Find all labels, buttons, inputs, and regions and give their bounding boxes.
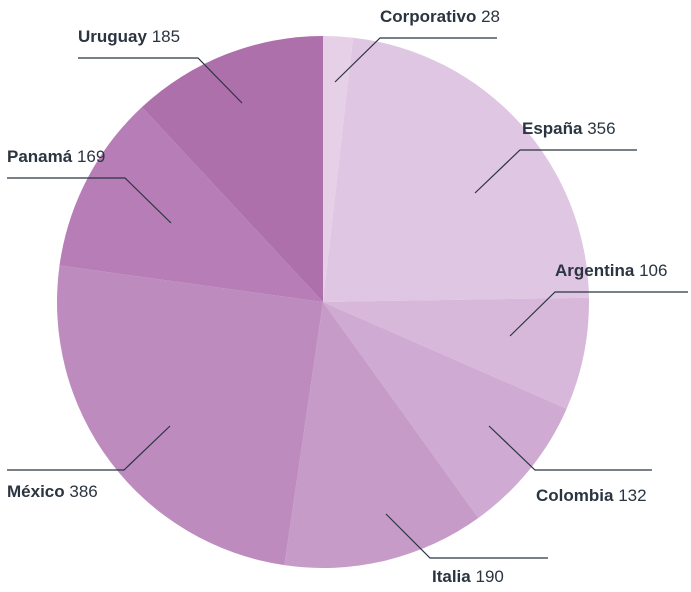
label-name: Italia <box>432 567 471 586</box>
pie-slice <box>284 302 479 569</box>
label-value: 28 <box>481 7 500 26</box>
label-name: Colombia <box>536 486 614 505</box>
leader-line <box>385 513 548 559</box>
leader-line <box>488 425 652 471</box>
pie-slice <box>141 35 323 302</box>
label-value: 356 <box>587 119 615 138</box>
label-value: 169 <box>77 147 105 166</box>
pie-slice <box>323 297 590 409</box>
slice-label: México 386 <box>7 482 98 501</box>
slice-label: España 356 <box>522 119 616 138</box>
pie-slice <box>323 36 354 302</box>
label-name: Corporativo <box>380 7 476 26</box>
leader-line <box>7 425 171 471</box>
label-value: 190 <box>475 567 503 586</box>
pie-slice <box>323 37 589 302</box>
slice-label: Italia 190 <box>432 567 504 586</box>
slice-label: Colombia 132 <box>536 486 647 505</box>
pie-slice <box>323 302 567 518</box>
slice-label: Uruguay 185 <box>78 27 180 46</box>
label-value: 386 <box>69 482 97 501</box>
leader-line <box>78 57 243 104</box>
slice-label: Argentina 106 <box>555 261 667 280</box>
label-name: Argentina <box>555 261 635 280</box>
leader-line <box>334 37 497 83</box>
leader-line <box>7 177 172 224</box>
pie-slice <box>56 265 324 566</box>
slice-label: Corporativo 28 <box>380 7 500 26</box>
leader-line <box>509 291 688 337</box>
leader-line <box>474 149 637 194</box>
label-name: España <box>522 119 583 138</box>
slice-label: Panamá 169 <box>7 147 105 166</box>
label-value: 106 <box>639 261 667 280</box>
label-value: 185 <box>152 27 180 46</box>
label-value: 132 <box>618 486 646 505</box>
label-name: Panamá <box>7 147 73 166</box>
label-name: Uruguay <box>78 27 148 46</box>
pie-slice <box>59 107 324 302</box>
label-name: México <box>7 482 65 501</box>
